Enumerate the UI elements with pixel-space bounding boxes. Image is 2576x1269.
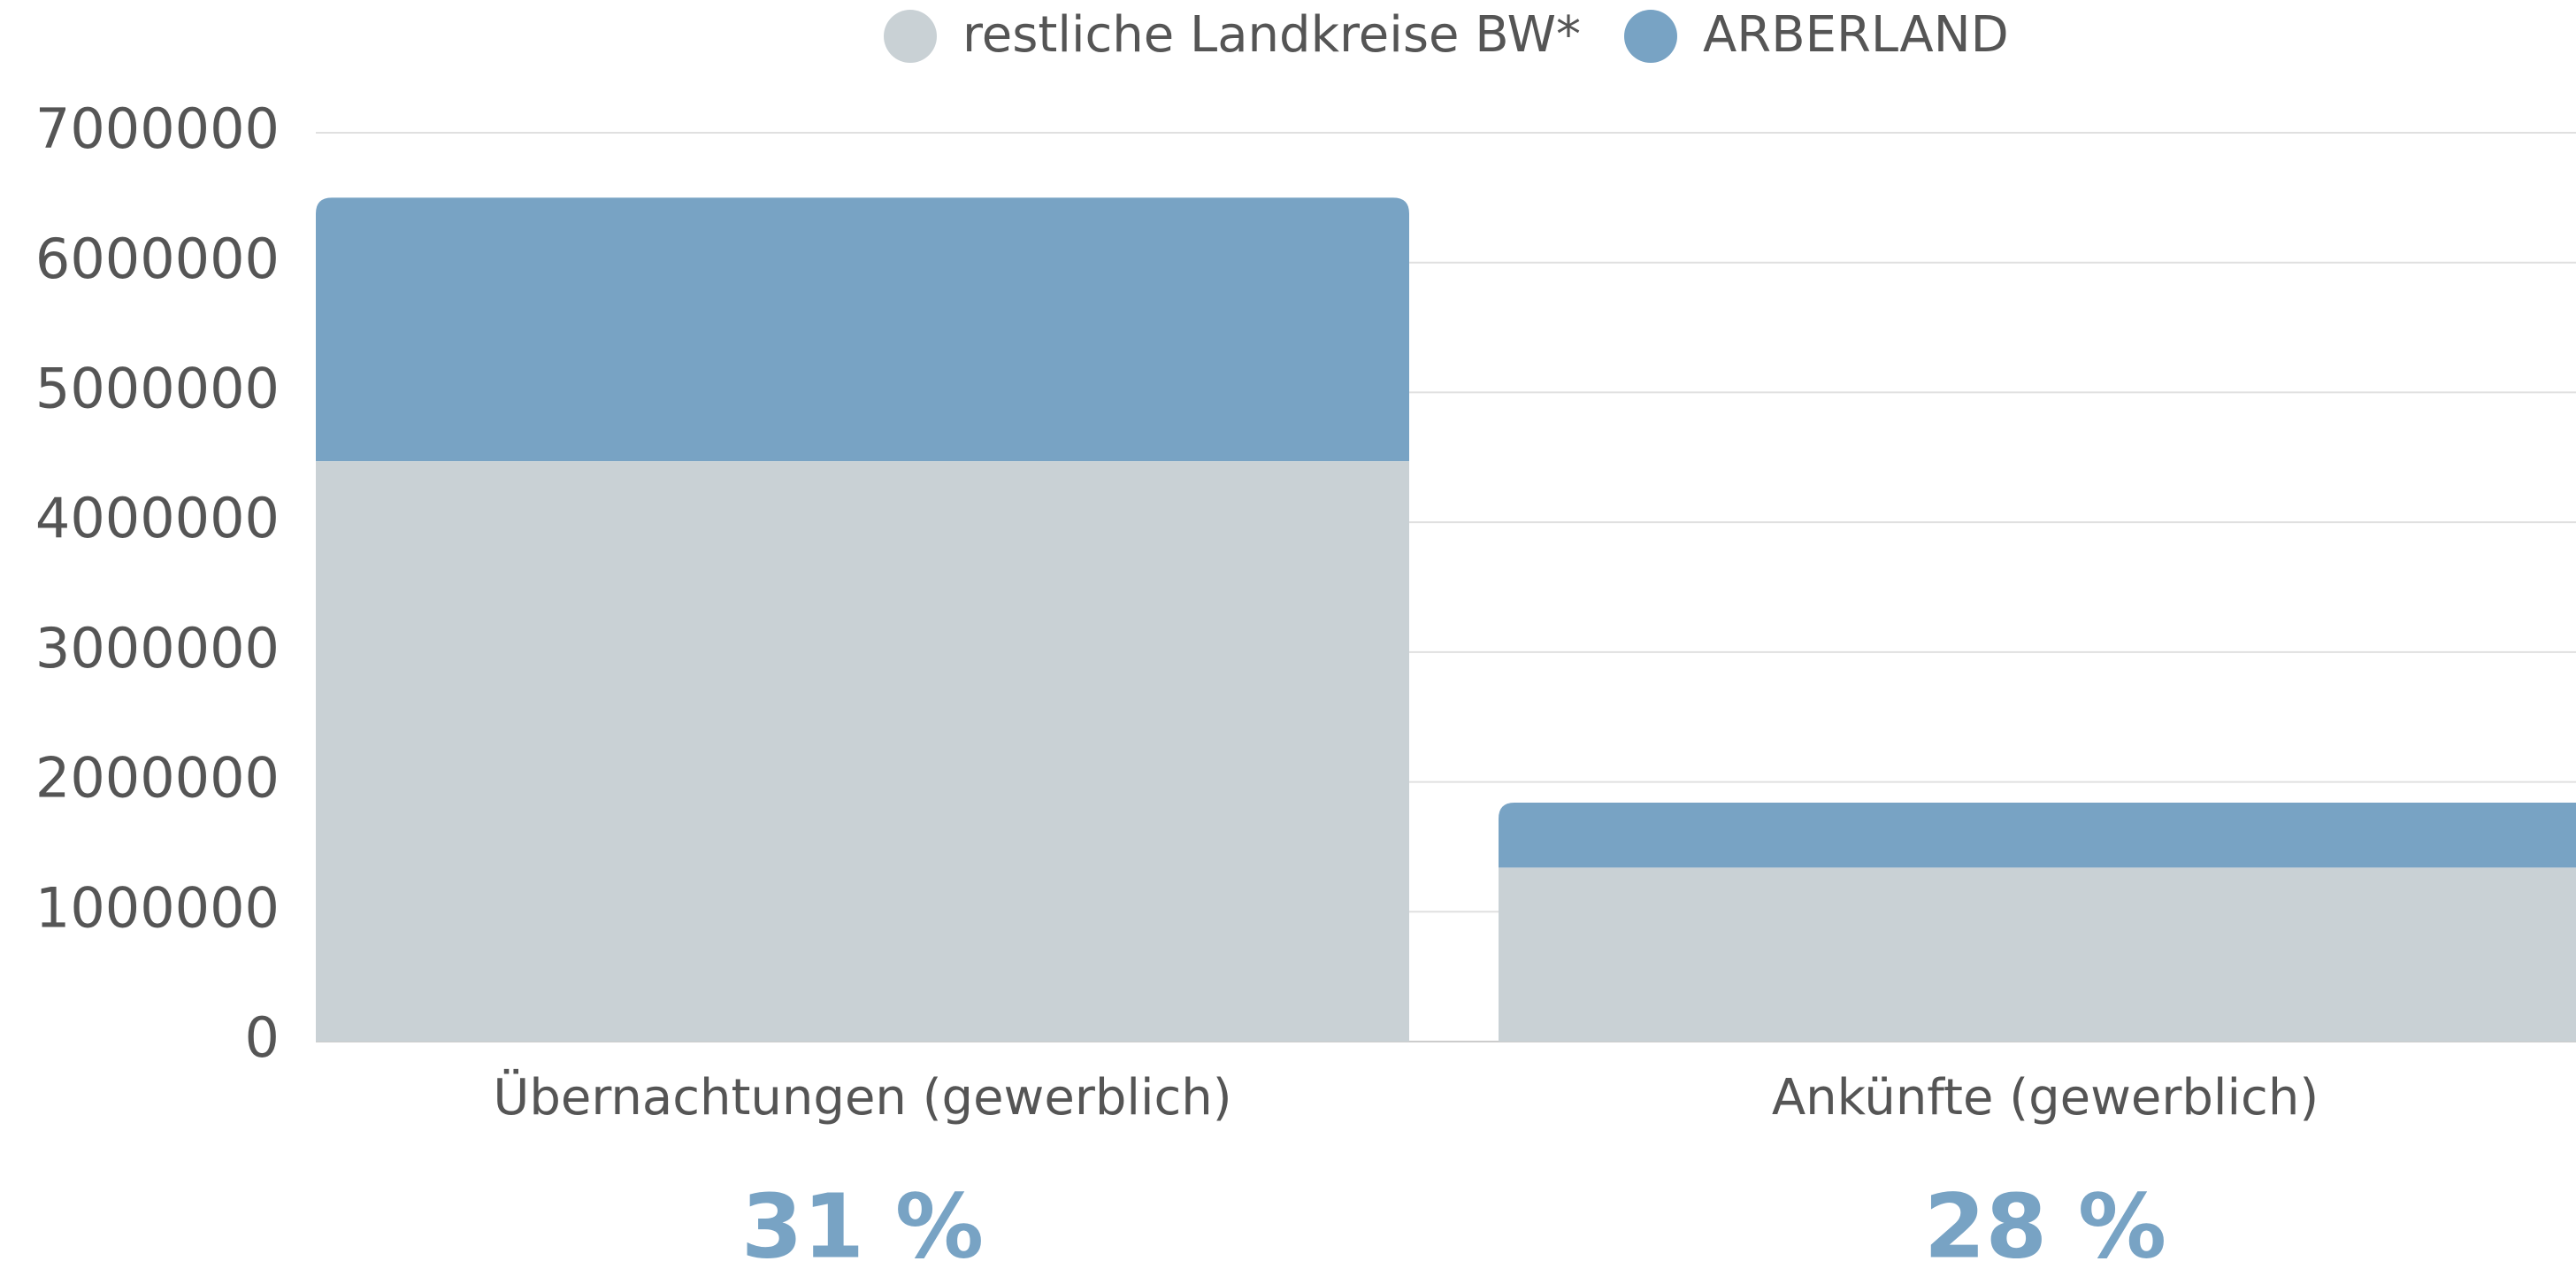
bar-segment (1499, 803, 2576, 868)
x-tick-label: Ankünfte (gewerblich) (1772, 1069, 2319, 1127)
y-tick-label: 1000000 (35, 875, 280, 940)
y-tick-label: 2000000 (35, 746, 280, 811)
bar-segment (316, 197, 1409, 462)
y-tick-label: 6000000 (35, 227, 280, 291)
legend-label: ARBERLAND (1703, 6, 2009, 64)
share-annotation: 31 % (741, 1174, 984, 1269)
y-tick-label: 5000000 (35, 357, 280, 421)
share-annotation: 28 % (1924, 1174, 2166, 1269)
x-tick-label: Übernachtungen (gewerblich) (493, 1069, 1231, 1127)
legend-label: restliche Landkreise BW* (962, 6, 1581, 64)
bar-segment (1499, 867, 2576, 1042)
y-tick-label: 0 (245, 1005, 280, 1070)
y-tick-label: 7000000 (35, 96, 280, 161)
y-tick-label: 4000000 (35, 486, 280, 550)
legend-marker (884, 10, 937, 63)
y-tick-label: 3000000 (35, 616, 280, 681)
legend-marker (1624, 10, 1677, 63)
bar-segment (316, 461, 1409, 1042)
